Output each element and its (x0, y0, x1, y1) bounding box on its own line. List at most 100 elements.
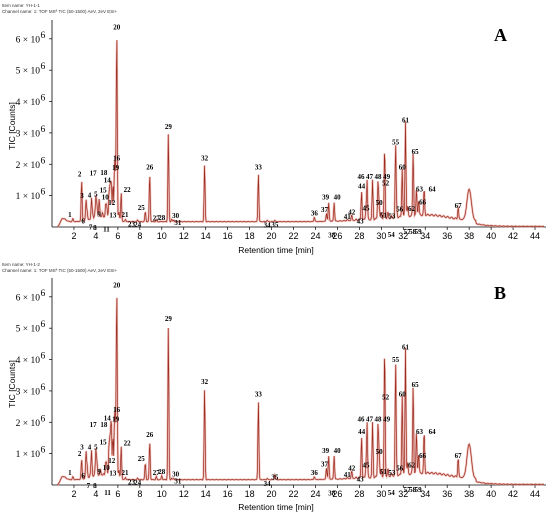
panel-b-peak-label: 21 (121, 469, 129, 477)
panel-a-peak-label: 41 (344, 213, 352, 221)
panel-b-peak-label: 44 (358, 428, 366, 436)
panel-a-peak-label: 40 (334, 193, 342, 201)
panel-b-peak-label: 50 (376, 448, 384, 456)
panel-b-x-tick-label: 42 (508, 489, 518, 499)
panel-a-x-tick-label: 40 (486, 231, 496, 241)
panel-a-peak-label: 44 (358, 183, 366, 191)
panel-b-x-tick-label: 24 (310, 489, 320, 499)
panel-b-peak-label: 32 (201, 378, 209, 386)
panel-a-peak-label: 26 (146, 164, 154, 172)
panel-a-x-axis-label: Retention time [min] (238, 245, 314, 255)
panel-a-peak-label: 57 (404, 228, 412, 236)
panel-b-peak-label: 34 (264, 480, 272, 488)
panel-a-peak-label: 19 (112, 164, 120, 172)
panel-b-peak-label: 8 (93, 482, 97, 490)
panel-b-peak-label: 48 (375, 415, 383, 423)
panel-a-peak-label: 15 (100, 187, 108, 195)
panel-b-x-tick-label: 30 (376, 489, 386, 499)
panel-a-peak-label: 29 (165, 123, 173, 131)
panel-b-peak-label: 36 (311, 469, 319, 477)
panel-b-peak-label: 28 (158, 468, 166, 476)
panel-a-peak-label: 13 (109, 211, 117, 219)
panel-b-x-tick-label: 26 (332, 489, 342, 499)
chromatogram-panel-a: Item name: YH-1-1 Channel name: 1: TOF M… (2, 3, 546, 255)
panel-a-x-tick-label: 34 (420, 231, 430, 241)
panel-b-peak-label: 62 (408, 461, 416, 469)
panel-b-peak-label: 18 (100, 421, 108, 429)
panel-a-peak-label: 5 (94, 191, 98, 199)
panel-b-x-tick-label: 8 (137, 489, 142, 499)
panel-b-tic-trace (57, 297, 544, 486)
panel-b-peak-label: 27 (153, 469, 161, 477)
panel-a-y-tick-label: 5 × 10 (16, 67, 41, 77)
panel-a-peak-label: 35 (271, 221, 279, 229)
panel-b-peak-label: 11 (104, 489, 111, 497)
panel-a-peak-label: 28 (158, 214, 166, 222)
panel-a-peak-label: 21 (121, 211, 129, 219)
panel-b-label: B (494, 283, 506, 303)
panel-b-peak-label: 59 (415, 486, 423, 494)
panel-b-peak-label: 66 (419, 452, 427, 460)
panel-a-peak-label: 9 (97, 211, 101, 219)
panel-b-peak-label: 19 (112, 416, 120, 424)
panel-a-peak-label: 55 (392, 139, 400, 147)
panel-a-x-tick-label: 24 (310, 231, 320, 241)
panel-a-peak-label: 24 (134, 221, 142, 229)
panel-b-y-tick-exponent: 6 (41, 289, 46, 299)
panel-b-peak-label: 53 (388, 469, 396, 477)
panel-a-peak-label: 1 (68, 211, 72, 219)
panel-b-peak-label: 61 (402, 343, 410, 351)
panel-a-peak-label: 11 (103, 226, 110, 234)
panel-a-peak-label: 42 (348, 209, 356, 217)
panel-a-peak-label: 6 (81, 218, 85, 226)
panel-b-peak-label: 39 (322, 447, 330, 455)
panel-a-peak-label: 61 (402, 117, 410, 125)
panel-b-peak-label: 25 (138, 455, 146, 463)
panel-b-peak-label: 42 (348, 464, 356, 472)
panel-b-peak-label: 57 (404, 486, 412, 494)
panel-a-y-tick-label: 2 × 10 (16, 161, 41, 171)
panel-a-peak-label: 64 (429, 186, 437, 194)
panel-a-y-tick-label: 3 × 10 (16, 129, 41, 139)
panel-a-x-tick-label: 4 (93, 231, 98, 241)
panel-a-peak-label: 25 (138, 204, 146, 212)
panel-a-peak-label: 34 (264, 222, 272, 230)
panel-b-x-axis-label: Retention time [min] (238, 502, 314, 512)
panel-a-x-tick-label: 20 (267, 231, 277, 241)
panel-b-peak-label: 37 (321, 460, 329, 468)
panel-a-x-tick-label: 42 (508, 231, 518, 241)
panel-a-peak-label: 38 (328, 231, 336, 239)
panel-b-peak-label: 31 (174, 478, 182, 486)
panel-a-peak-label: 12 (108, 199, 116, 207)
panel-b-peak-label: 4 (88, 444, 92, 452)
panel-b-x-tick-label: 40 (486, 489, 496, 499)
panel-b-peak-label: 16 (113, 406, 121, 414)
panel-a-x-tick-label: 30 (376, 231, 386, 241)
panel-a-peak-label: 48 (375, 173, 383, 181)
panel-a-x-tick-label: 36 (442, 231, 452, 241)
panel-b-peak-label: 52 (382, 393, 390, 401)
panel-a-peak-label: 27 (153, 215, 161, 223)
panel-b-peak-label: 45 (362, 461, 370, 469)
panel-b-header-item: Item name: YH-1-2 (2, 262, 40, 267)
panel-a-tic-trace (57, 40, 544, 228)
panel-b-y-tick-label: 5 × 10 (16, 325, 41, 335)
panel-b-peak-label: 10 (103, 464, 111, 472)
panel-a-peak-label: 67 (455, 202, 463, 210)
panel-b-y-tick-label: 6 × 10 (16, 293, 41, 303)
panel-b-x-tick-label: 28 (354, 489, 364, 499)
panel-b-peak-label: 46 (358, 415, 366, 423)
panel-a-peak-label: 49 (383, 173, 391, 181)
panel-b-peak-label: 56 (396, 464, 404, 472)
panel-a-peak-label: 62 (408, 205, 416, 213)
panel-a-peak-label: 16 (113, 154, 121, 162)
panel-b-peak-label: 24 (134, 479, 142, 487)
panel-a-x-tick-label: 38 (464, 231, 474, 241)
panel-b-y-tick-label: 4 × 10 (16, 356, 41, 366)
panel-a-x-tick-label: 16 (223, 231, 233, 241)
panel-a-label: A (494, 25, 507, 45)
panel-b-peak-label: 33 (255, 390, 263, 398)
panel-b-x-tick-label: 20 (267, 489, 277, 499)
